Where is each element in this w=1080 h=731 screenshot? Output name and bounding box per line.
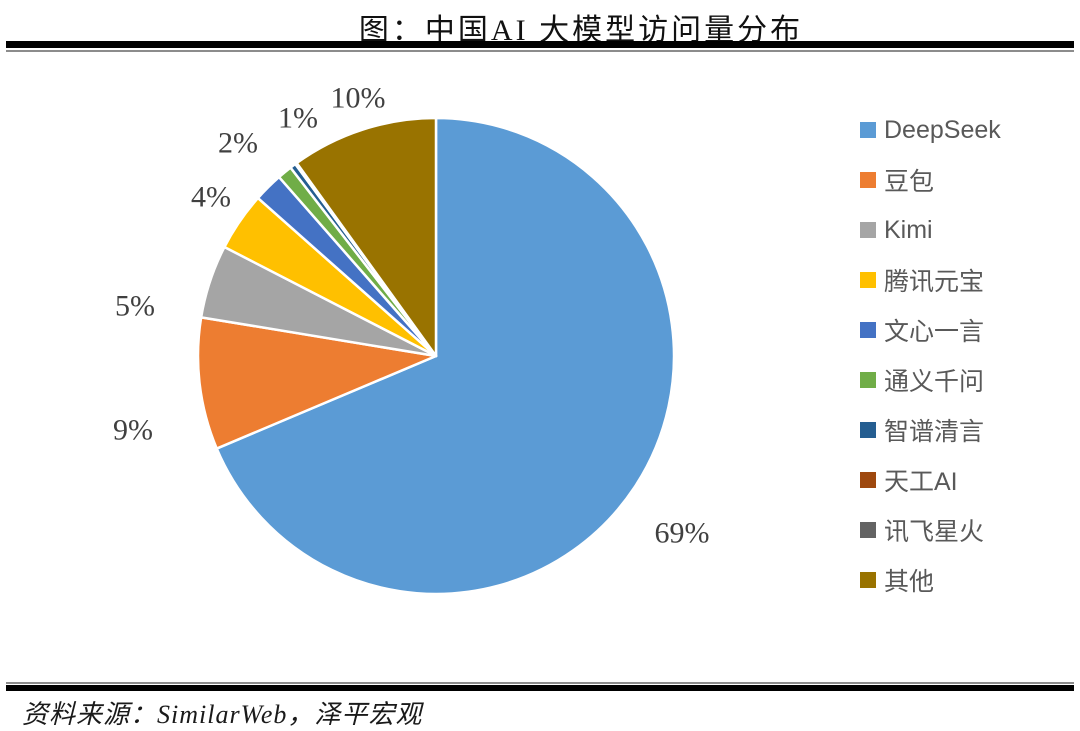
pie-percent-label-其他: 10%	[331, 82, 386, 115]
pie-percent-label-DeepSeek: 69%	[655, 517, 710, 550]
legend-swatch-icon	[860, 322, 876, 338]
legend-item-天工AI: 天工AI	[860, 455, 1001, 505]
legend-item-Kimi: Kimi	[860, 205, 1001, 255]
legend-swatch-icon	[860, 572, 876, 588]
pie-slice-0-DeepSeek	[215, 116, 676, 596]
legend-label: 讯飞星火	[884, 518, 985, 546]
pie-percent-label-文心一言: 2%	[218, 127, 258, 160]
legend-item-文心一言: 文心一言	[860, 305, 1001, 355]
pie-percent-label-通义千问: 1%	[278, 102, 318, 135]
legend-item-通义千问: 通义千问	[860, 355, 1001, 405]
legend-swatch-icon	[860, 472, 876, 488]
legend-item-DeepSeek: DeepSeek	[860, 105, 1001, 155]
top-rule-shadow	[6, 50, 1074, 52]
legend-label: 文心一言	[884, 318, 985, 346]
legend-item-智谱清言: 智谱清言	[860, 405, 1001, 455]
pie-percent-label-豆包: 9%	[113, 414, 153, 447]
pie-percent-label-Kimi: 5%	[115, 290, 155, 323]
top-rule	[6, 41, 1074, 48]
legend-label: 智谱清言	[884, 418, 985, 446]
legend-item-豆包: 豆包	[860, 155, 1001, 205]
legend-label: 天工AI	[884, 468, 958, 496]
legend-label: 通义千问	[884, 368, 985, 396]
bottom-rule-shadow	[6, 682, 1074, 684]
legend-swatch-icon	[860, 122, 876, 138]
legend-label: 豆包	[884, 168, 935, 196]
pie-slice-9-其他	[295, 116, 438, 358]
legend-label: 腾讯元宝	[884, 268, 985, 296]
bottom-rule	[6, 685, 1074, 691]
legend-swatch-icon	[860, 272, 876, 288]
legend-swatch-icon	[860, 372, 876, 388]
legend-item-腾讯元宝: 腾讯元宝	[860, 255, 1001, 305]
source-note: 资料来源：SimilarWeb，泽平宏观	[22, 700, 423, 729]
legend-item-讯飞星火: 讯飞星火	[860, 505, 1001, 555]
pie-percent-label-腾讯元宝: 4%	[191, 181, 231, 214]
legend-label: 其他	[884, 568, 935, 596]
chart-legend: DeepSeek 豆包 Kimi 腾讯元宝文心一言通义千问智谱清言天工AI 讯飞星火其他	[860, 105, 1001, 605]
legend-label: Kimi	[884, 215, 933, 244]
legend-swatch-icon	[860, 222, 876, 238]
legend-swatch-icon	[860, 522, 876, 538]
pie-slice-1-豆包	[196, 316, 438, 450]
legend-swatch-icon	[860, 172, 876, 188]
legend-label: DeepSeek	[884, 115, 1001, 144]
legend-item-其他: 其他	[860, 555, 1001, 605]
legend-swatch-icon	[860, 422, 876, 438]
